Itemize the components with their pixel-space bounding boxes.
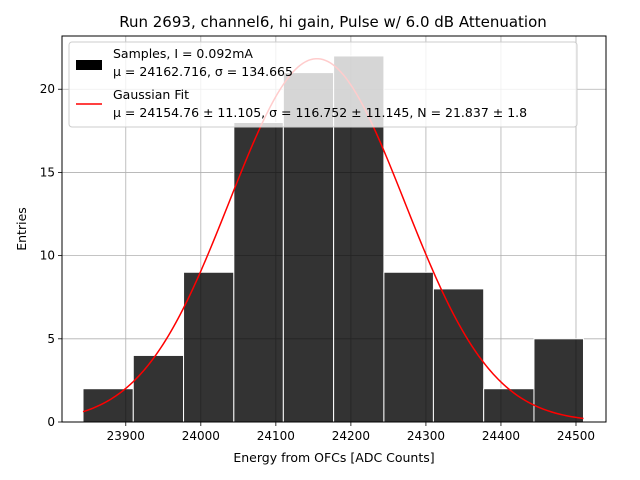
legend: Samples, I = 0.092mA μ = 24162.716, σ = …	[68, 41, 578, 128]
histogram-bar	[82, 388, 134, 423]
legend-fit-stats: μ = 24154.76 ± 11.105, σ = 116.752 ± 11.…	[113, 105, 527, 120]
legend-fit-label: Gaussian Fit	[113, 87, 189, 102]
histogram-bar	[432, 288, 485, 423]
x-tick-label: 24100	[257, 429, 295, 443]
histogram-bar	[233, 122, 284, 423]
x-tick-label: 24300	[407, 429, 445, 443]
legend-histogram-swatch	[76, 60, 102, 70]
x-axis-label: Energy from OFCs [ADC Counts]	[233, 450, 434, 465]
legend-histogram-stats: μ = 24162.716, σ = 134.665	[113, 64, 293, 79]
histogram-bar	[132, 354, 185, 423]
histogram-bar	[533, 338, 584, 423]
y-tick-label: 0	[47, 415, 55, 429]
y-tick-label: 20	[40, 82, 55, 96]
x-tick-label: 23900	[107, 429, 145, 443]
y-tick-label: 10	[40, 249, 55, 263]
x-tick-label: 24200	[332, 429, 370, 443]
legend-histogram-label: Samples, I = 0.092mA	[113, 46, 253, 61]
y-tick-label: 5	[47, 332, 55, 346]
histogram-bar	[183, 271, 235, 423]
y-axis-label: Entries	[14, 207, 29, 251]
y-tick-label: 15	[40, 165, 55, 179]
legend-box	[68, 41, 578, 128]
histogram-bar	[383, 271, 434, 423]
x-tick-label: 24500	[557, 429, 595, 443]
y-axis-ticks: 0 5 10 15 20	[40, 82, 62, 429]
histogram-bar	[483, 388, 535, 423]
histogram-bars	[82, 55, 584, 423]
chart-title: Run 2693, channel6, hi gain, Pulse w/ 6.…	[119, 13, 547, 31]
x-tick-label: 24400	[482, 429, 520, 443]
plot-frame	[61, 35, 607, 423]
x-axis-ticks: 23900 24000 24100 24200 24300 24400 24500	[107, 422, 595, 443]
x-tick-label: 24000	[182, 429, 220, 443]
